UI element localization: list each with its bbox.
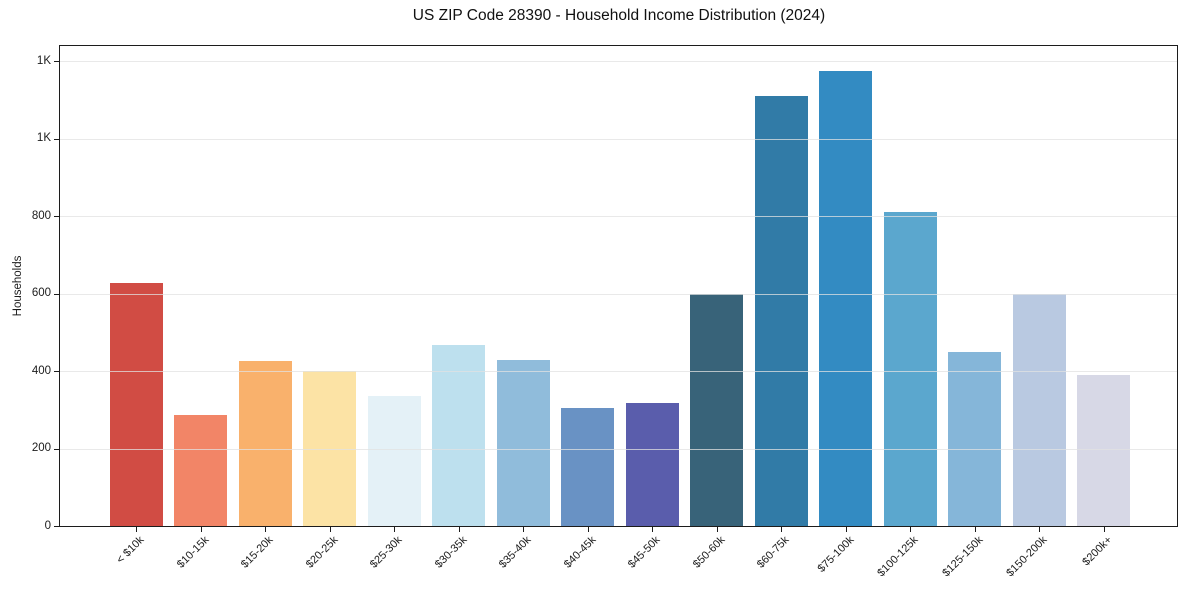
y-tick-mark — [54, 448, 59, 450]
bar-$50-60k — [690, 293, 743, 526]
x-tick-label: $40-45k — [561, 534, 598, 571]
y-tick-label: 0 — [44, 519, 51, 532]
x-tick-mark — [523, 527, 524, 532]
x-tick-mark — [329, 527, 331, 532]
x-tick-label: $60-75k — [754, 534, 792, 571]
y-tick-mark — [54, 61, 59, 63]
x-tick-mark — [136, 527, 137, 532]
bar-$15-20k — [238, 361, 292, 526]
plot-area — [59, 45, 1178, 527]
y-tick-label: 1K — [36, 54, 51, 67]
chart-title: US ZIP Code 28390 - Household Income Dis… — [412, 7, 826, 24]
y-tick-mark — [54, 138, 59, 140]
y-tick-mark — [54, 216, 59, 218]
y-tick-label: 600 — [31, 287, 51, 300]
bar-$25-30k — [367, 395, 421, 526]
x-tick-mark — [845, 527, 847, 532]
bar-$200k+ — [1077, 375, 1130, 526]
bar-$40-45k — [561, 407, 614, 526]
x-tick-label: $25-30k — [367, 534, 405, 571]
x-tick-mark — [652, 527, 653, 532]
y-axis-label: Households — [12, 255, 24, 317]
x-tick-label: $20-25k — [303, 534, 340, 571]
gridline-600 — [60, 293, 1177, 295]
y-tick-label: 400 — [31, 364, 51, 377]
bar-$75-100k — [819, 71, 872, 526]
x-tick-label: $35-40k — [496, 534, 534, 571]
x-tick-label: $50-60k — [690, 534, 727, 571]
x-tick-mark — [394, 527, 395, 532]
y-tick-label: 200 — [31, 442, 51, 455]
bar-$100-125k — [883, 212, 937, 526]
gridline-1200 — [60, 61, 1177, 63]
x-tick-mark — [587, 527, 589, 532]
gridline-800 — [60, 216, 1177, 218]
x-tick-label: $30-35k — [432, 534, 469, 571]
gridline-1000 — [60, 138, 1177, 140]
x-tick-label: $100-125k — [875, 534, 921, 580]
gridline-400 — [60, 371, 1177, 373]
x-tick-label: $200k+ — [1079, 534, 1114, 569]
y-tick-label: 800 — [31, 209, 51, 222]
bar-$45-50k — [625, 402, 679, 526]
bar-$30-35k — [432, 345, 485, 526]
bar-$125-150k — [948, 351, 1001, 526]
bar-$20-25k — [303, 371, 356, 526]
bar-$60-75k — [754, 96, 808, 526]
x-tick-label: $10-15k — [174, 534, 211, 571]
bar-< $10k — [109, 282, 163, 526]
bar-$10-15k — [174, 414, 227, 526]
x-tick-mark — [200, 527, 202, 532]
x-tick-label: < $10k — [114, 534, 147, 567]
y-tick-mark — [54, 371, 59, 373]
y-tick-mark — [54, 526, 59, 527]
x-tick-label: $15-20k — [238, 534, 276, 571]
gridline-200 — [60, 448, 1177, 450]
x-tick-label: $45-50k — [625, 534, 663, 571]
x-tick-label: $75-100k — [815, 534, 856, 575]
x-tick-label: $150-200k — [1004, 534, 1050, 580]
x-tick-mark — [458, 527, 460, 532]
x-tick-mark — [910, 527, 911, 532]
y-tick-mark — [54, 293, 59, 295]
x-tick-mark — [265, 527, 266, 532]
x-tick-mark — [781, 527, 782, 532]
x-tick-mark — [974, 527, 976, 532]
x-tick-mark — [1039, 527, 1040, 532]
y-tick-label: 1K — [36, 132, 51, 145]
x-tick-mark — [1103, 527, 1105, 532]
x-tick-label: $125-150k — [939, 534, 985, 580]
bar-$150-200k — [1012, 293, 1066, 526]
x-tick-mark — [716, 527, 718, 532]
bar-$35-40k — [496, 359, 550, 526]
